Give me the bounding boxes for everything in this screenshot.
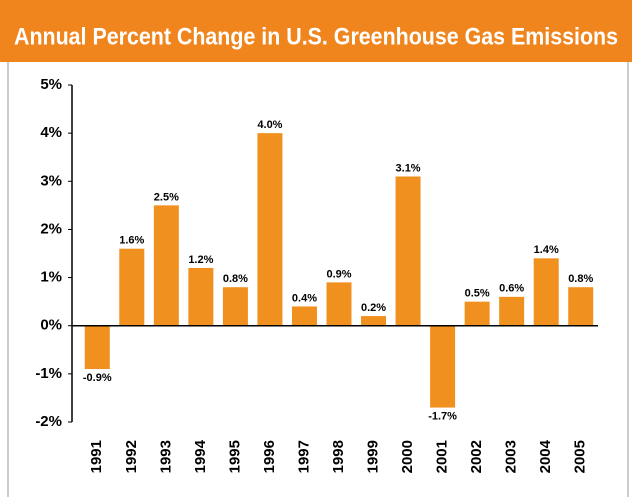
y-tick-label: 0% <box>40 317 62 334</box>
y-tick-label: -1% <box>35 365 62 382</box>
y-tick-label: 1% <box>40 269 62 286</box>
x-tick-label: 1995 <box>226 440 243 473</box>
value-label: 3.1% <box>396 162 421 174</box>
bar <box>499 296 525 326</box>
bar <box>188 267 214 326</box>
y-tick-label: 4% <box>40 124 62 141</box>
bar <box>291 306 317 326</box>
bar <box>326 282 352 326</box>
x-tick-label: 1999 <box>365 440 382 473</box>
value-label: -1.7% <box>428 410 457 422</box>
bar <box>533 258 559 326</box>
y-tick-label: 3% <box>40 172 62 189</box>
x-tick-label: 2004 <box>537 439 554 473</box>
y-tick-label: 2% <box>40 220 62 237</box>
value-label: 0.8% <box>223 273 248 285</box>
bar <box>395 176 421 326</box>
x-tick-label: 1998 <box>330 440 347 473</box>
x-tick-label: 1996 <box>261 440 278 473</box>
bar <box>464 301 490 326</box>
bar <box>222 287 248 326</box>
x-tick-label: 1992 <box>123 440 140 473</box>
bar <box>568 287 594 326</box>
value-label: 0.9% <box>326 268 351 280</box>
x-tick-label: 2000 <box>399 440 416 473</box>
x-tick-label: 1993 <box>157 440 174 473</box>
x-tick-label: 2003 <box>503 440 520 473</box>
x-tick-label: 2005 <box>572 440 589 473</box>
bar <box>84 325 110 370</box>
bar <box>153 205 179 326</box>
value-label: 0.5% <box>465 288 490 300</box>
x-tick-label: 1991 <box>88 440 105 473</box>
value-label: 0.6% <box>499 283 524 295</box>
title-banner <box>0 0 632 62</box>
y-tick-label: 5% <box>40 76 62 93</box>
bar <box>430 325 456 408</box>
value-label: 1.6% <box>119 235 144 247</box>
bar <box>257 133 283 326</box>
value-label: 0.2% <box>361 302 386 314</box>
value-label: 0.4% <box>292 292 317 304</box>
chart-title: Annual Percent Change in U.S. Greenhouse… <box>14 23 618 50</box>
x-tick-label: 2001 <box>434 440 451 473</box>
x-tick-label: 1997 <box>295 440 312 473</box>
y-tick-label: -2% <box>35 413 62 430</box>
value-label: 4.0% <box>257 119 282 131</box>
value-label: 1.4% <box>534 244 559 256</box>
bar <box>361 316 387 326</box>
value-label: -0.9% <box>83 372 112 384</box>
value-label: 0.8% <box>568 273 593 285</box>
value-label: 2.5% <box>154 191 179 203</box>
bar <box>119 248 145 326</box>
x-tick-label: 1994 <box>192 439 209 473</box>
x-tick-label: 2002 <box>468 440 485 473</box>
value-label: 1.2% <box>188 254 213 266</box>
